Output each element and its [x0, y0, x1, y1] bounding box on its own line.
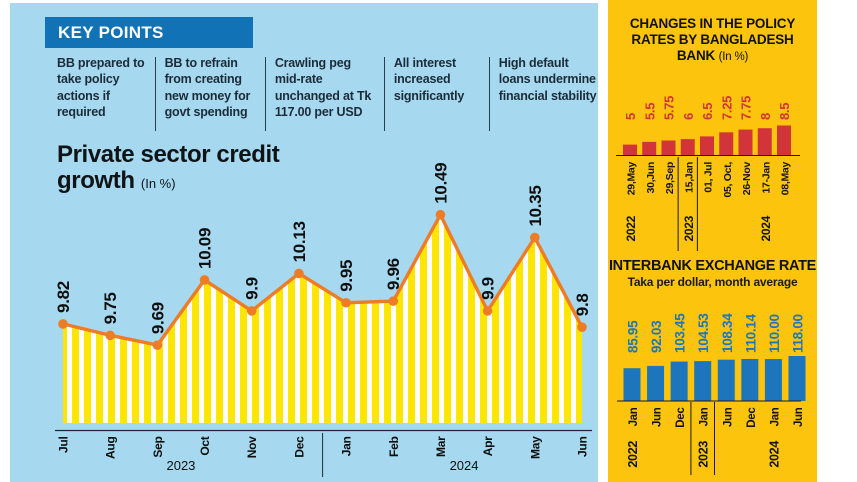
key-point-divider	[154, 57, 156, 131]
key-point-item: Crawling peg mid-rate unchanged at Tk 11…	[274, 56, 372, 119]
key-point-item: BB to refrain from creating new money fo…	[164, 56, 251, 119]
interbank-title: INTERBANK EXCHANGE RATE	[608, 258, 817, 274]
key-point-divider	[264, 57, 266, 131]
policy-rates-title-line1: CHANGES IN THE POLICY	[629, 16, 796, 31]
policy-rates-title: CHANGES IN THE POLICY RATES BY BANGLADES…	[608, 16, 817, 65]
credit-chart-unit-label: (In %)	[140, 176, 176, 192]
credit-chart-title-text: Private sector credit growth	[57, 141, 280, 195]
policy-rates-unit-label: (In %)	[718, 51, 749, 64]
key-point-divider	[488, 57, 490, 131]
key-point-item: BB prepared to take policy actions if re…	[57, 56, 145, 119]
key-points-row: BB prepared to take policy actions if re…	[57, 55, 597, 131]
interbank-subtitle: Taka per dollar, month average	[627, 275, 798, 289]
credit-chart-title: Private sector credit growth (In %)	[57, 141, 322, 195]
key-point-item: All interest increased significantly	[393, 56, 465, 103]
policy-rates-title-line2: RATES BY BANGLADESH	[631, 32, 794, 48]
key-point-divider	[383, 57, 385, 131]
key-points-header: KEY POINTS	[45, 17, 253, 48]
credit-growth-panel: KEY POINTS BB prepared to take policy ac…	[10, 3, 598, 482]
key-point-item: High default loans undermine financial s…	[498, 56, 597, 103]
rates-panel: CHANGES IN THE POLICY RATES BY BANGLADES…	[608, 0, 817, 482]
policy-rates-title-line3: BANK	[676, 48, 716, 64]
